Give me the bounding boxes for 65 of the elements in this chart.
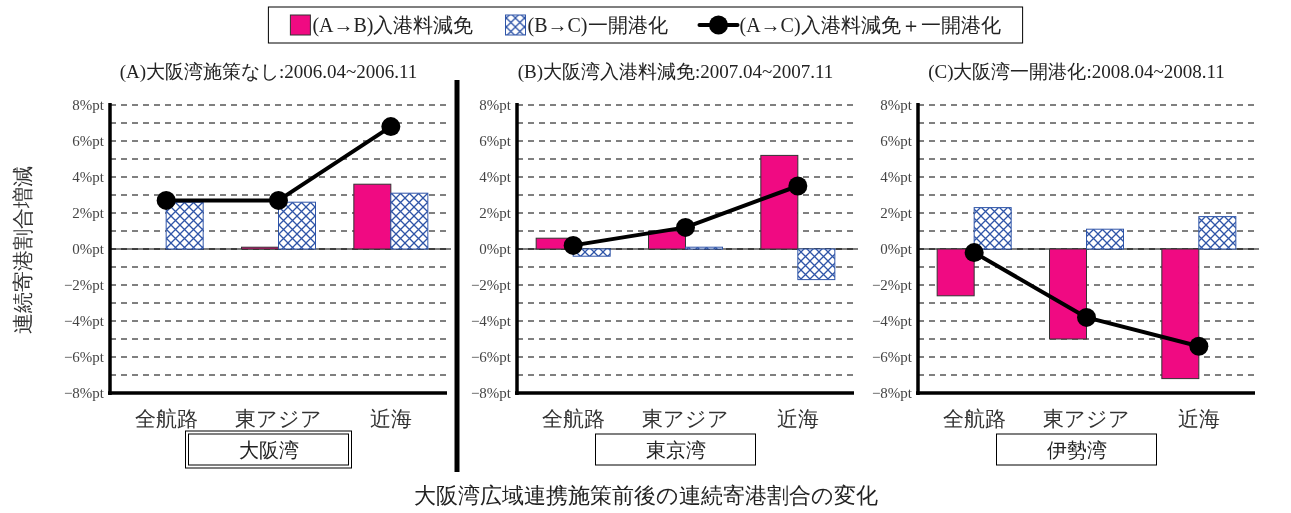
point [788,176,808,196]
y-tick-label: −6%pt [63,349,105,365]
y-tick-label: −2%pt [470,277,512,293]
y-tick-label: −8%pt [470,385,512,401]
x-tick-label: 近海 [776,407,819,431]
y-tick-label: 6%pt [479,133,512,149]
text: 大阪湾広域連携施策前後の連続寄港割合の変化 [413,483,878,508]
y-tick-label: −8%pt [871,385,913,401]
y-tick-label: 4%pt [880,169,913,185]
y-tick-label: −6%pt [871,349,913,365]
legend-label: (A→C)入港料減免＋一開港化 [739,14,1001,37]
x-tick-label: 全航路 [541,407,605,431]
y-tick-label: −4%pt [470,313,512,329]
y-tick-label: −6%pt [470,349,512,365]
x-tick-label: 近海 [369,407,412,431]
x-axis-title: 伊勢湾 [1046,439,1107,461]
x-tick-label: 全航路 [134,407,198,431]
x-axis-title: 東京湾 [645,439,706,461]
x-tick-label: 近海 [1177,407,1220,431]
bar [1198,216,1237,250]
y-tick-label: 2%pt [72,205,105,221]
bar [1086,228,1124,250]
chart-title: (B)大阪湾入港料減免:2007.04~2007.11 [517,61,834,83]
y-tick-label: 6%pt [880,133,913,149]
y-tick-label: 8%pt [880,97,913,113]
y-tick-label: 4%pt [72,169,105,185]
y-tick-label: −2%pt [63,277,105,293]
point [676,217,695,237]
y-tick-label: 0%pt [479,241,512,257]
point [1077,307,1096,327]
chart-title: (C)大阪湾一開港化:2008.04~2008.11 [928,61,1225,83]
y-tick-label: 2%pt [880,205,913,221]
y-tick-label: 6%pt [72,133,105,149]
bar [973,207,1012,250]
bar [390,192,429,250]
y-tick-label: 2%pt [479,205,512,221]
bar [1049,248,1087,340]
legend-label: (B→C)一開港化 [527,14,668,37]
bar [1161,248,1200,380]
x-tick-label: 全航路 [942,407,1006,431]
y-tick-label: −2%pt [871,277,913,293]
x-tick-label: 東アジア [642,407,729,431]
y-tick-label: 0%pt [880,241,913,257]
y-axis-title: 連続寄港割合増減 [11,166,35,334]
point [964,243,984,263]
chart-title: (A)大阪湾施策なし:2006.04~2006.11 [119,61,418,83]
legend-label: (A→B)入港料減免 [312,14,474,37]
bar [278,201,316,250]
bar [936,248,975,297]
x-axis-title: 大阪湾 [238,439,299,461]
y-tick-label: −4%pt [63,313,105,329]
point [563,235,583,255]
y-tick-label: −8%pt [63,385,105,401]
y-tick-label: 8%pt [72,97,105,113]
bar [760,154,799,250]
y-tick-label: 0%pt [72,241,105,257]
y-tick-label: 4%pt [479,169,512,185]
bar [165,201,204,250]
y-tick-label: −4%pt [871,313,913,329]
y-tick-label: 8%pt [479,97,512,113]
bar [353,183,392,250]
x-tick-label: 東アジア [1043,407,1130,431]
bar [797,248,836,281]
x-tick-label: 東アジア [235,407,322,431]
point [1189,336,1209,356]
